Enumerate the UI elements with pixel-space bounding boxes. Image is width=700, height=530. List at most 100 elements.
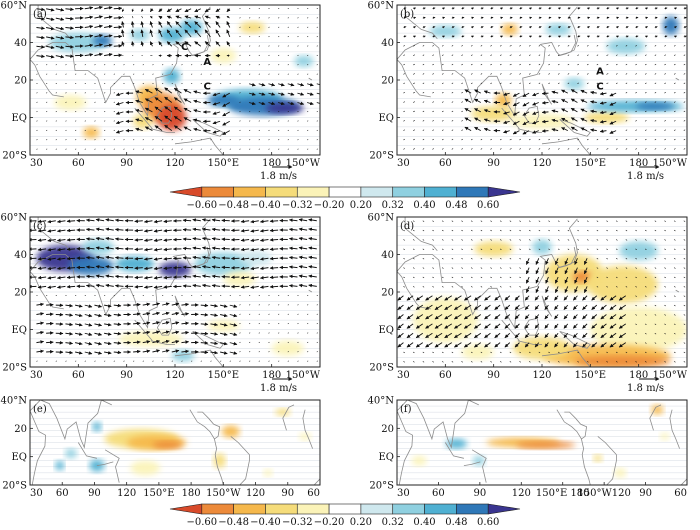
wind-vector [432,63,434,66]
colorbar-tick-label: −0.40 [250,200,281,211]
y-tick-label: 20 [14,424,27,435]
x-tick-label: 60 [307,488,320,499]
anomaly-region [660,432,670,441]
wind-vector [56,229,66,233]
wind-vector [258,82,266,87]
wind-vector [201,274,211,278]
colorbar-tick-label: 0.48 [445,200,467,211]
wind-vector [558,35,562,38]
wind-vector [103,129,106,131]
wind-vector [277,360,280,362]
wind-vector [47,219,56,224]
wind-vector [113,111,115,113]
wind-vector [474,89,481,94]
wind-vector [316,139,318,141]
wind-vector [46,45,55,50]
x-tick-label: 120 [117,488,136,499]
wind-vector [551,128,559,132]
wind-vector [194,8,201,13]
wind-vector [56,275,66,280]
wind-vector [135,118,143,122]
wind-vector [577,35,581,38]
wind-vector [135,99,143,104]
wind-vector [599,91,607,96]
colorbar-tick-label: −0.32 [282,517,313,528]
wind-vector [171,340,180,344]
colorbar-top: −0.60 −0.48 −0.40 −0.32 −0.20 0.20 0.32 0.40 0.4… [169,186,521,211]
wind-vector [509,73,512,75]
wind-vector [120,29,125,37]
wind-vector [522,92,530,98]
wind-vector [131,41,135,47]
wind-vector [541,91,549,96]
wind-vector [609,92,617,97]
wind-vector [113,331,122,336]
wind-vector [306,26,309,28]
wind-vector [94,323,102,327]
wind-vector [509,45,512,47]
wind-vector [654,63,657,66]
wind-vector [212,111,221,115]
wind-vector [654,82,657,84]
wind-vector [635,148,637,150]
wind-vector [154,106,163,113]
wind-vector [131,8,134,12]
anomaly-region [210,48,237,64]
wind-vector [413,7,417,10]
anomaly-region [157,104,187,131]
wind-vector [212,92,221,97]
wind-vector [557,138,560,141]
wind-vector [664,54,666,56]
wind-vector [551,109,559,113]
x-tick-label: 90 [487,370,500,381]
wind-vector [625,7,629,10]
wind-vector [474,98,481,103]
anomaly-region [275,408,291,416]
wind-vector [596,16,600,20]
y-tick-label: 60°N [368,213,395,224]
wind-vector [442,35,446,38]
wind-vector [36,45,45,49]
wind-vector [615,63,618,66]
y-tick-label: EQ [379,325,395,336]
wind-vector [184,29,192,38]
wind-vector [606,45,609,47]
wind-vector [316,17,318,19]
wind-vector [277,341,280,343]
wind-vector [153,285,163,289]
wind-vector [461,138,463,141]
wind-vector [625,54,628,56]
wind-vector [55,129,57,131]
wind-vector [561,99,568,103]
wind-vector [403,54,405,56]
wind-vector [297,73,299,75]
panel-a-label: (a) [33,9,47,20]
wind-vector [625,45,628,47]
wind-vector [422,35,426,38]
wind-vector [683,148,686,150]
wind-vector [163,266,172,270]
x-tick-label: 60 [56,488,69,499]
wind-vector [287,73,289,75]
wind-vector [596,148,599,150]
wind-vector [287,139,289,141]
wind-vector [194,21,202,28]
wind-vector [144,126,153,132]
wind-vector [470,148,473,150]
wind-vector [432,129,434,131]
wind-vector [258,45,260,47]
wind-vector [673,110,676,113]
wind-vector [635,7,639,10]
anomaly-region [590,307,687,352]
colorbar-swatch [424,186,457,198]
wind-vector [528,45,531,47]
wind-vector [152,294,154,297]
wind-vector [654,16,658,20]
wind-vector [287,341,289,343]
wind-vector [422,91,425,94]
wind-vector [46,8,55,12]
wind-vector [297,360,299,362]
wind-vector [519,7,523,10]
